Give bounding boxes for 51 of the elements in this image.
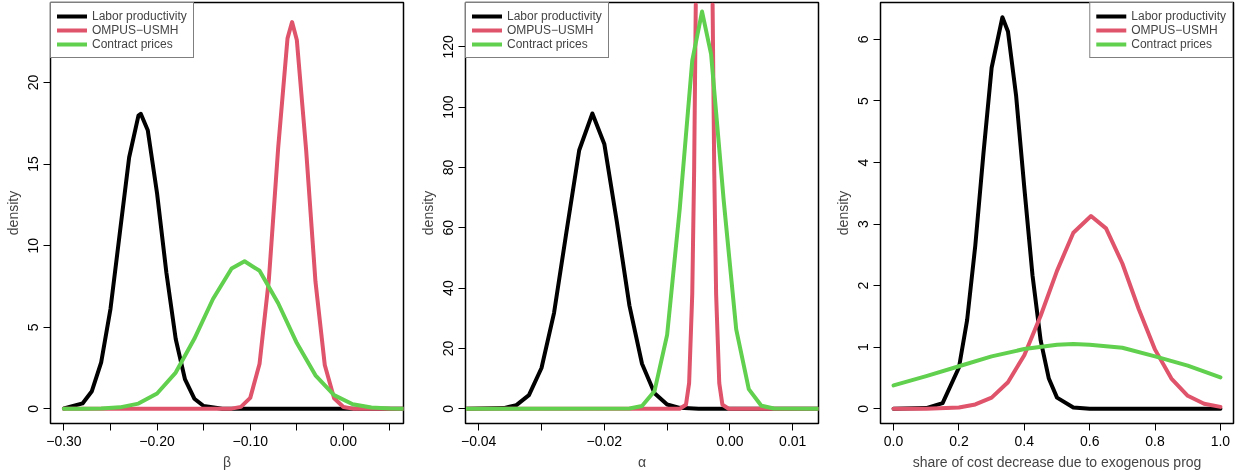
y-tick-label: 20 bbox=[440, 340, 457, 357]
line-series bbox=[891, 342, 1223, 388]
line-series bbox=[891, 214, 1223, 411]
x-axis-title: share of cost decrease due to exogenous prog bbox=[912, 453, 1202, 470]
x-tick-label: −0.04 bbox=[460, 432, 497, 449]
x-tick-label: 0.00 bbox=[329, 432, 358, 449]
line-series bbox=[61, 259, 404, 411]
legend-label: Contract prices bbox=[92, 37, 173, 51]
x-tick-label: 0.8 bbox=[1145, 432, 1165, 449]
legend-label: Contract prices bbox=[507, 37, 588, 51]
legend-label: OMPUS−USMH bbox=[507, 23, 594, 37]
y-tick-label: 5 bbox=[25, 323, 42, 332]
y-tick-label: 0 bbox=[855, 404, 872, 413]
y-axis-title: density bbox=[4, 190, 21, 236]
x-tick-label: 0.6 bbox=[1079, 432, 1100, 449]
y-tick-label: 20 bbox=[25, 74, 42, 91]
x-tick-label: 1.0 bbox=[1210, 432, 1231, 449]
x-axis-title: β bbox=[222, 453, 232, 470]
y-tick-label: 6 bbox=[855, 35, 872, 44]
y-tick-label: 80 bbox=[440, 159, 457, 176]
y-tick-label: 40 bbox=[440, 280, 457, 296]
y-tick-label: 120 bbox=[440, 34, 457, 59]
x-tick-label: −0.20 bbox=[139, 432, 176, 449]
y-tick-label: 4 bbox=[855, 158, 872, 167]
y-tick-label: 5 bbox=[855, 96, 872, 105]
y-tick-label: 1 bbox=[855, 343, 872, 352]
legend-label: Labor productivity bbox=[92, 9, 187, 23]
x-tick-label: −0.02 bbox=[586, 432, 623, 449]
y-tick-label: 2 bbox=[855, 281, 872, 290]
x-tick-label: 0.01 bbox=[779, 432, 807, 449]
y-tick-label: 0 bbox=[440, 404, 457, 413]
y-axis-title: density bbox=[834, 190, 851, 236]
y-tick-label: 3 bbox=[855, 219, 872, 228]
legend-label: OMPUS−USMH bbox=[1131, 23, 1218, 37]
legend-label: Labor productivity bbox=[507, 9, 602, 23]
x-tick-label: 0.0 bbox=[883, 432, 904, 449]
y-axis-title: density bbox=[419, 190, 436, 236]
y-tick-label: 60 bbox=[440, 219, 457, 236]
x-tick-label: −0.30 bbox=[46, 432, 82, 449]
legend-label: Contract prices bbox=[1131, 37, 1212, 51]
x-tick-label: 0.2 bbox=[949, 432, 969, 449]
y-tick-label: 0 bbox=[25, 404, 42, 413]
y-tick-label: 10 bbox=[25, 237, 42, 254]
x-axis-title: α bbox=[637, 453, 647, 470]
y-tick-label: 100 bbox=[440, 95, 457, 119]
x-tick-label: −0.10 bbox=[232, 432, 269, 449]
legend-label: Labor productivity bbox=[1131, 9, 1226, 23]
x-tick-label: 0.4 bbox=[1014, 432, 1035, 449]
x-tick-label: 0.00 bbox=[716, 432, 744, 449]
legend-label: OMPUS−USMH bbox=[92, 23, 179, 37]
y-tick-label: 15 bbox=[25, 156, 42, 172]
